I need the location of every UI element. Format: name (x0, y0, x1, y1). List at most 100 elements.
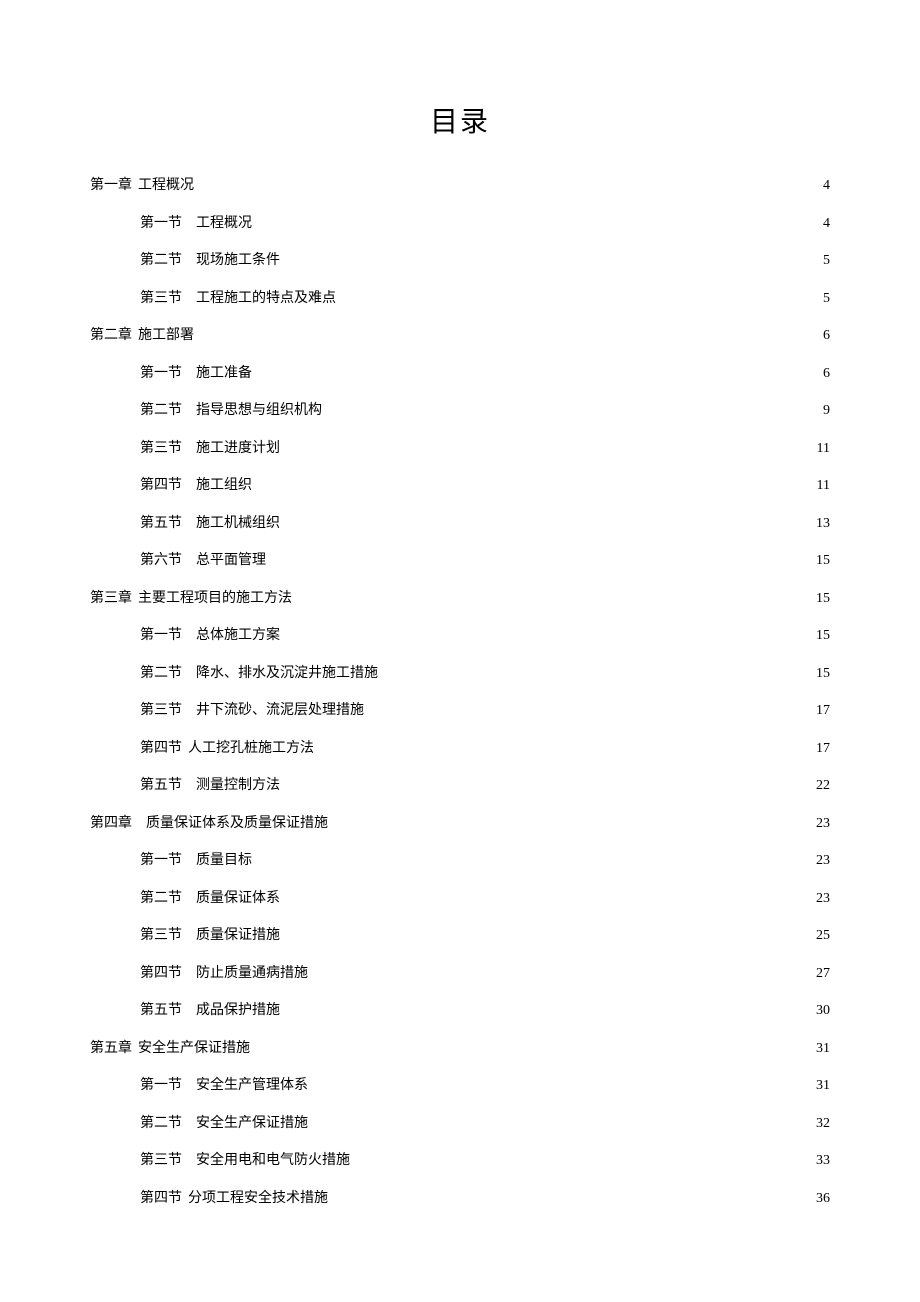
toc-entry[interactable]: 第五节成品保护措施30 (140, 1000, 830, 1021)
toc-entry[interactable]: 第二节安全生产保证措施 32 (140, 1113, 830, 1134)
entry-page: 17 (814, 738, 830, 759)
entry-text: 安全生产保证措施 (138, 1038, 250, 1059)
entry-page: 5 (821, 250, 830, 271)
entry-section: 第三节 (140, 438, 182, 459)
toc-list: 第一章工程概况4第一节工程概况4第二节现场施工条件5第三节工程施工的特点及难点5… (90, 175, 830, 1209)
entry-section: 第一节 (140, 363, 182, 384)
entry-section: 第二节 (140, 663, 182, 684)
entry-section: 第一节 (140, 213, 182, 234)
toc-entry[interactable]: 第六节总平面管理 15 (140, 550, 830, 571)
entry-section: 第四节 (140, 963, 182, 984)
entry-text: 总平面管理 (196, 550, 266, 571)
entry-section: 第三节 (140, 925, 182, 946)
entry-text: 降水、排水及沉淀井施工措施 (196, 663, 378, 684)
entry-page: 11 (815, 475, 830, 496)
entry-page: 32 (814, 1113, 830, 1134)
entry-page: 15 (814, 625, 830, 646)
entry-text: 分项工程安全技术措施 (188, 1188, 328, 1209)
toc-entry[interactable]: 第四章质量保证体系及质量保证措施23 (90, 813, 830, 834)
toc-entry[interactable]: 第二章施工部署6 (90, 325, 830, 346)
entry-section: 第五章 (90, 1038, 132, 1059)
toc-entry[interactable]: 第二节质量保证体系 23 (140, 888, 830, 909)
entry-page: 13 (814, 513, 830, 534)
entry-page: 31 (814, 1038, 830, 1059)
entry-text: 测量控制方法 (196, 775, 280, 796)
entry-section: 第二节 (140, 400, 182, 421)
toc-entry[interactable]: 第三节井下流砂、流泥层处理措施17 (140, 700, 830, 721)
entry-section: 第二节 (140, 888, 182, 909)
entry-section: 第三节 (140, 700, 182, 721)
entry-page: 36 (814, 1188, 830, 1209)
toc-entry[interactable]: 第四节分项工程安全技术措施 36 (140, 1188, 830, 1209)
entry-section: 第五节 (140, 1000, 182, 1021)
entry-text: 质量目标 (196, 850, 252, 871)
toc-entry[interactable]: 第一节安全生产管理体系 31 (140, 1075, 830, 1096)
entry-text: 指导思想与组织机构 (196, 400, 322, 421)
entry-text: 质量保证体系及质量保证措施 (146, 813, 328, 834)
entry-section: 第一章 (90, 175, 132, 196)
entry-section: 第三节 (140, 1150, 182, 1171)
entry-section: 第四节 (140, 738, 182, 759)
entry-text: 施工部署 (138, 325, 194, 346)
entry-text: 施工机械组织 (196, 513, 280, 534)
entry-page: 23 (814, 888, 830, 909)
entry-page: 6 (821, 363, 830, 384)
entry-text: 安全生产管理体系 (196, 1075, 308, 1096)
entry-page: 5 (821, 288, 830, 309)
entry-text: 安全用电和电气防火措施 (196, 1150, 350, 1171)
entry-text: 质量保证体系 (196, 888, 280, 909)
toc-title: 目录 (90, 100, 830, 140)
toc-entry[interactable]: 第五章安全生产保证措施 31 (90, 1038, 830, 1059)
toc-entry[interactable]: 第二节降水、排水及沉淀井施工措施15 (140, 663, 830, 684)
entry-section: 第二节 (140, 250, 182, 271)
toc-entry[interactable]: 第一节工程概况 4 (140, 213, 830, 234)
entry-page: 4 (821, 213, 830, 234)
toc-entry[interactable]: 第五节施工机械组织13 (140, 513, 830, 534)
toc-entry[interactable]: 第三节工程施工的特点及难点 5 (140, 288, 830, 309)
entry-text: 施工组织 (196, 475, 252, 496)
entry-text: 工程概况 (138, 175, 194, 196)
toc-entry[interactable]: 第一章工程概况 4 (90, 175, 830, 196)
entry-text: 工程概况 (196, 213, 252, 234)
toc-entry[interactable]: 第四节防止质量通病措施27 (140, 963, 830, 984)
entry-section: 第四章 (90, 813, 132, 834)
entry-section: 第一节 (140, 1075, 182, 1096)
toc-entry[interactable]: 第二节现场施工条件 5 (140, 250, 830, 271)
entry-section: 第一节 (140, 850, 182, 871)
entry-text: 工程施工的特点及难点 (196, 288, 336, 309)
entry-text: 施工准备 (196, 363, 252, 384)
toc-entry[interactable]: 第三节安全用电和电气防火措施33 (140, 1150, 830, 1171)
entry-page: 9 (821, 400, 830, 421)
toc-entry[interactable]: 第一节总体施工方案 15 (140, 625, 830, 646)
entry-page: 15 (814, 550, 830, 571)
toc-entry[interactable]: 第四节人工挖孔桩施工方法17 (140, 738, 830, 759)
entry-text: 施工进度计划 (196, 438, 280, 459)
entry-section: 第四节 (140, 475, 182, 496)
toc-entry[interactable]: 第三节质量保证措施25 (140, 925, 830, 946)
toc-entry[interactable]: 第一节质量目标23 (140, 850, 830, 871)
toc-entry[interactable]: 第三节施工进度计划 11 (140, 438, 830, 459)
entry-text: 安全生产保证措施 (196, 1113, 308, 1134)
entry-text: 现场施工条件 (196, 250, 280, 271)
entry-section: 第二节 (140, 1113, 182, 1134)
entry-section: 第五节 (140, 775, 182, 796)
entry-page: 25 (814, 925, 830, 946)
entry-text: 总体施工方案 (196, 625, 280, 646)
toc-entry[interactable]: 第四节施工组织 11 (140, 475, 830, 496)
entry-section: 第一节 (140, 625, 182, 646)
toc-entry[interactable]: 第一节施工准备 6 (140, 363, 830, 384)
toc-entry[interactable]: 第五节测量控制方法 22 (140, 775, 830, 796)
entry-page: 4 (821, 175, 830, 196)
entry-section: 第四节 (140, 1188, 182, 1209)
entry-page: 31 (814, 1075, 830, 1096)
entry-section: 第六节 (140, 550, 182, 571)
entry-page: 22 (814, 775, 830, 796)
toc-entry[interactable]: 第三章主要工程项目的施工方法15 (90, 588, 830, 609)
entry-page: 11 (815, 438, 830, 459)
entry-page: 6 (821, 325, 830, 346)
entry-page: 17 (814, 700, 830, 721)
entry-page: 27 (814, 963, 830, 984)
entry-section: 第三节 (140, 288, 182, 309)
toc-entry[interactable]: 第二节指导思想与组织机构 9 (140, 400, 830, 421)
entry-section: 第三章 (90, 588, 132, 609)
